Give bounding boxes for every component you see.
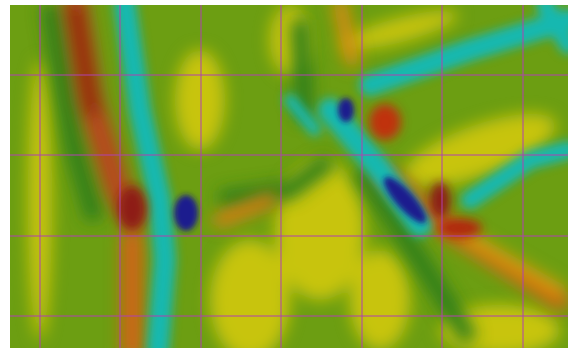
grid [10, 5, 568, 348]
